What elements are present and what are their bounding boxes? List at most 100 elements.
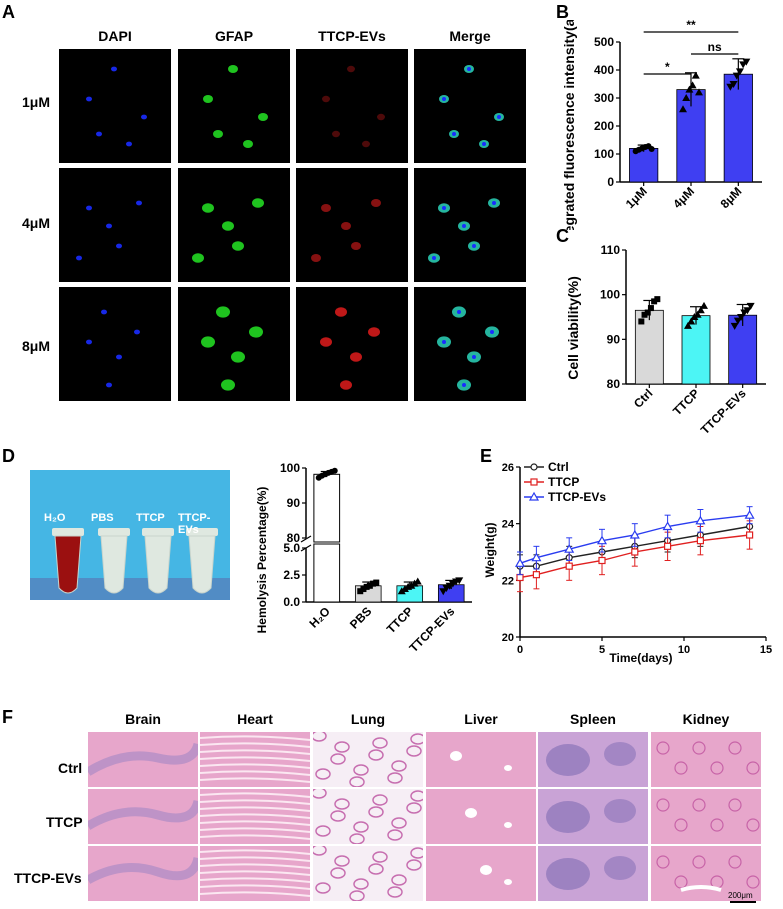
- data-point: [631, 548, 639, 556]
- cell-mark: [213, 130, 223, 138]
- y-tick-label: 100: [594, 147, 614, 161]
- tissue-feature: [504, 879, 512, 885]
- tissue-feature: [728, 741, 742, 755]
- tissue-feature: [330, 810, 346, 822]
- x-tick-label: 10: [678, 644, 690, 656]
- tissue-feature: [368, 749, 384, 761]
- tissue-bg: [313, 732, 423, 787]
- data-point: [693, 310, 702, 318]
- tube-label-ttcp: TTCP: [136, 512, 165, 524]
- histology-image-0-1: [200, 732, 310, 787]
- cell-mark: [243, 140, 253, 148]
- tissue-feature: [746, 761, 760, 775]
- y-tick-label: 500: [594, 35, 614, 49]
- tissue-bg: [426, 789, 536, 844]
- tissue-feature: [200, 827, 310, 833]
- histology-image-1-5: [651, 789, 761, 844]
- tissue-feature: [450, 751, 462, 761]
- tissue-feature: [604, 742, 636, 766]
- chart-b-y-axis-label: Integrated fluorescence intensity(a.u.): [561, 20, 577, 230]
- data-point: [746, 302, 755, 310]
- histology-image-0-5: [651, 732, 761, 787]
- tissue-feature: [372, 737, 388, 749]
- data-point: [696, 537, 704, 545]
- y-tick-label: 26: [502, 462, 514, 474]
- data-point: [695, 515, 706, 525]
- x-tick-label: 0: [517, 644, 523, 656]
- histology-image-1-4: [538, 789, 648, 844]
- hemolysis-photo: H₂O PBS TTCP TTCP-EVs: [30, 470, 230, 600]
- y-tick-label: 0: [607, 175, 614, 189]
- cell-mark: [216, 306, 230, 318]
- tube-0: [54, 535, 82, 594]
- tissue-feature: [315, 825, 331, 837]
- y-tick-label: 300: [594, 91, 614, 105]
- y-tick-label: 80: [607, 377, 621, 391]
- cell-nucleus: [492, 201, 496, 205]
- x-tick-label: 4μM: [670, 184, 697, 211]
- tissue-feature: [746, 818, 760, 832]
- scale-bar-f-label: 200μm: [728, 891, 753, 900]
- col-header-merge: Merge: [449, 28, 491, 44]
- cell-mark: [321, 204, 331, 212]
- tissue-feature: [406, 802, 422, 814]
- tissue-feature: [465, 808, 477, 818]
- cell-mark: [311, 254, 321, 262]
- data-point: [363, 583, 370, 590]
- histology-image-2-2: [313, 846, 423, 901]
- series-line-1: [519, 534, 750, 579]
- tissue-feature: [334, 798, 350, 810]
- legend-marker: [530, 478, 538, 486]
- cell-mark: [347, 65, 355, 73]
- col-header-lung: Lung: [350, 711, 386, 727]
- x-tick-label: Ctrl: [631, 386, 656, 411]
- row-label-ttcp: TTCP: [46, 814, 83, 830]
- data-point: [644, 309, 651, 316]
- tissue-feature: [200, 770, 310, 776]
- tube-1: [100, 535, 128, 594]
- series-line-2: [519, 514, 750, 564]
- tissue-feature: [200, 820, 310, 826]
- tissue-feature: [200, 806, 310, 812]
- panel-letter-d: D: [2, 446, 15, 466]
- y-tick-label: 0.0: [283, 595, 300, 609]
- tissue-feature: [200, 792, 310, 798]
- histology-image-2-4: [538, 846, 648, 901]
- tube-cap: [186, 528, 218, 536]
- tissue-feature: [387, 829, 403, 841]
- data-point: [357, 588, 364, 595]
- y-tick-label: 22: [502, 575, 514, 587]
- tube-3: [188, 535, 216, 594]
- data-point: [729, 81, 738, 88]
- data-point: [651, 298, 658, 305]
- cell-mark: [371, 199, 381, 207]
- cell-mark: [249, 326, 263, 338]
- tissue-feature: [88, 742, 198, 776]
- cell-mark: [141, 114, 147, 120]
- tissue-feature: [330, 867, 346, 879]
- data-point: [373, 579, 380, 586]
- data-point: [732, 72, 741, 80]
- fluorescence-image-0-3: [414, 49, 526, 163]
- cell-mark: [232, 241, 244, 251]
- data-point: [695, 88, 703, 96]
- tube-cap: [142, 528, 174, 536]
- significance-label: ns: [708, 40, 722, 54]
- cell-mark: [332, 130, 340, 138]
- cell-mark: [322, 95, 330, 103]
- tissue-feature: [746, 875, 760, 889]
- cell-mark: [351, 242, 361, 250]
- data-point: [735, 68, 744, 76]
- legend-label-0: Ctrl: [548, 460, 569, 474]
- data-point: [685, 85, 694, 93]
- tissue-feature: [372, 794, 388, 806]
- fluorescence-image-0-0: [59, 49, 171, 163]
- cell-mark: [221, 379, 235, 391]
- cell-mark: [231, 351, 245, 363]
- bar-0-lower: [313, 543, 341, 603]
- x-tick-label: PBS: [347, 604, 374, 631]
- tissue-feature: [334, 855, 350, 867]
- col-header-heart: Heart: [237, 711, 273, 727]
- y-tick-label: 90: [287, 496, 301, 510]
